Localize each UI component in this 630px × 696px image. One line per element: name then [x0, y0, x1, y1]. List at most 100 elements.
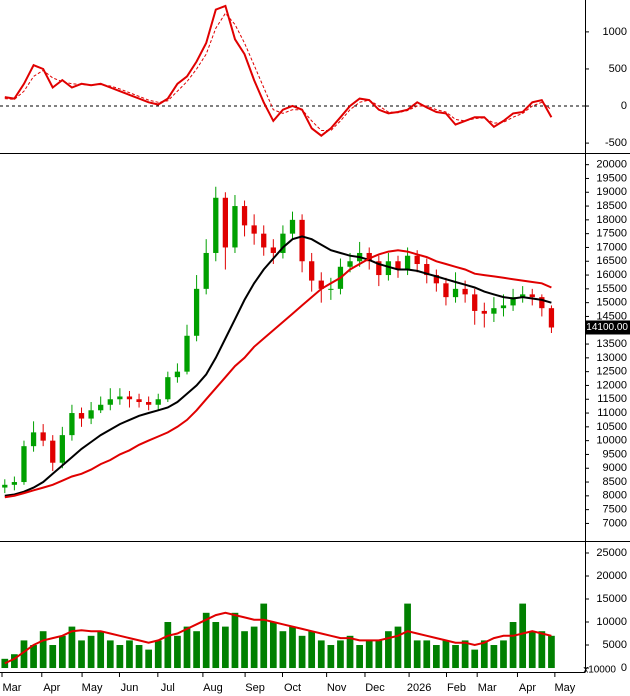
- candle-body: [59, 435, 65, 463]
- volume-bar: [337, 640, 344, 669]
- y-tick-label: 10500: [596, 421, 627, 433]
- candle-body: [78, 413, 85, 419]
- volume-bar: [308, 631, 316, 669]
- candle-body: [404, 255, 411, 270]
- volume-bar: [39, 631, 47, 669]
- volume-bar: [394, 626, 402, 669]
- candle-body: [452, 288, 459, 298]
- x-tick-label: Aug: [203, 682, 223, 694]
- candle-body: [88, 410, 94, 419]
- candle-body: [280, 233, 286, 253]
- y-tick-label: 7500: [603, 504, 627, 516]
- candle-body: [40, 432, 46, 441]
- volume-bar: [231, 612, 239, 669]
- volume-bar: [528, 631, 536, 669]
- candle-body: [491, 308, 497, 314]
- y-tick-label: 9000: [603, 462, 627, 474]
- y-tick-label: 17000: [596, 241, 627, 253]
- x-tick-label: Oct: [284, 682, 301, 694]
- y-tick-label: 0: [621, 100, 627, 112]
- volume-bar: [222, 626, 229, 669]
- candle-body: [539, 297, 545, 309]
- candle-body: [107, 399, 113, 405]
- unit-label: x10000: [583, 665, 616, 676]
- volume-bar: [97, 631, 105, 669]
- candle-body: [251, 225, 257, 234]
- volume-bar: [106, 640, 114, 669]
- candle-body: [146, 402, 152, 405]
- volume-bar: [279, 631, 287, 669]
- indicator-line: [4, 4, 553, 137]
- volume-bar: [490, 645, 498, 669]
- y-tick-label: 8000: [603, 490, 627, 502]
- y-tick-label: 8500: [603, 476, 627, 488]
- volume-bar: [250, 626, 258, 669]
- x-tick-label: Sep: [245, 682, 265, 694]
- y-tick-label: 17500: [596, 228, 627, 240]
- last-price-label: 14100.00: [586, 322, 628, 333]
- candle-body: [203, 252, 209, 289]
- volume-bar: [442, 640, 450, 669]
- volume-bar: [116, 645, 124, 669]
- candle-body: [232, 206, 238, 248]
- candle-body: [443, 283, 449, 298]
- y-tick-label: 19500: [596, 172, 627, 184]
- volume-bar: [58, 635, 66, 669]
- volume-bar: [317, 640, 325, 669]
- y-tick-label: -500: [605, 137, 627, 149]
- volume-bar: [49, 645, 57, 669]
- indicator-line: [4, 611, 552, 665]
- volume-bar: [1, 658, 9, 669]
- volume-bar: [471, 649, 479, 669]
- y-tick-label: 9500: [603, 448, 627, 460]
- y-tick-label: 15500: [596, 283, 627, 295]
- y-tick-label: 10000: [596, 435, 627, 447]
- volume-bar: [509, 622, 517, 669]
- indicator-line: [4, 235, 552, 497]
- y-tick-label: 1000: [603, 26, 627, 38]
- volume-bar: [423, 640, 431, 669]
- volume-bar: [241, 631, 248, 669]
- volume-bar: [538, 631, 546, 669]
- candle-body: [548, 308, 555, 328]
- x-tick-label: Mar: [3, 682, 22, 694]
- candle-body: [270, 247, 276, 253]
- candle-body: [98, 404, 104, 411]
- y-tick-label: 12500: [596, 366, 627, 378]
- candle-body: [289, 219, 296, 234]
- y-tick-label: 500: [609, 63, 627, 75]
- volume-bar: [135, 645, 143, 669]
- candle-body: [261, 233, 267, 248]
- candle-body: [241, 206, 248, 226]
- candle-body: [184, 335, 190, 372]
- y-tick-label: 13500: [596, 338, 627, 350]
- candle-body: [529, 294, 535, 298]
- candle-body: [481, 310, 487, 314]
- y-tick-label: 0: [621, 662, 627, 674]
- volume-bar: [289, 626, 296, 669]
- candle-body: [2, 484, 8, 488]
- volume-bar: [145, 649, 153, 669]
- y-tick-label: 7000: [603, 517, 627, 529]
- volume-bar: [154, 640, 162, 669]
- volume-bar: [452, 645, 459, 669]
- volume-bar: [193, 631, 200, 669]
- x-tick-label: Nov: [327, 682, 347, 694]
- y-tick-label: 18500: [596, 200, 627, 212]
- volume-bar: [87, 635, 95, 669]
- candle-body: [193, 288, 200, 336]
- volume-bar: [68, 626, 76, 669]
- candle-body: [222, 197, 229, 248]
- candle-body: [347, 261, 353, 267]
- candle-body: [30, 432, 37, 447]
- volume-bar: [30, 645, 37, 669]
- y-tick-label: 16500: [596, 255, 627, 267]
- volume-bar: [375, 640, 383, 669]
- volume-bar: [519, 603, 527, 669]
- volume-bar: [461, 640, 469, 669]
- x-tick-label: May: [82, 682, 103, 694]
- volume-bar: [432, 645, 440, 669]
- x-tick-label: Dec: [365, 682, 385, 694]
- volume-bar: [404, 603, 411, 669]
